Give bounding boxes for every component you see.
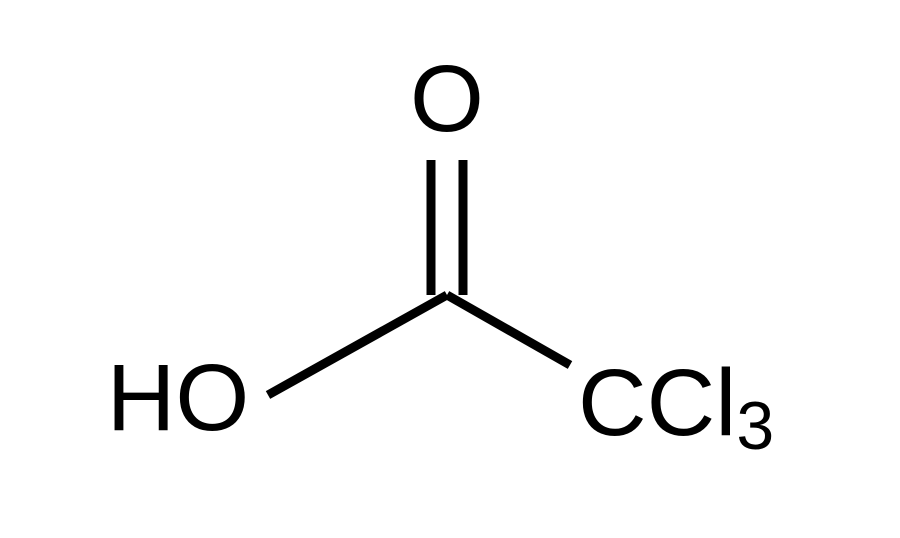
atom-label-CCl3: CCl3 (578, 350, 774, 464)
atom-label-O_top: O (410, 46, 484, 152)
atom-label-HO: HO (107, 345, 250, 451)
molecule-diagram: O HO CCl3 (0, 0, 900, 538)
